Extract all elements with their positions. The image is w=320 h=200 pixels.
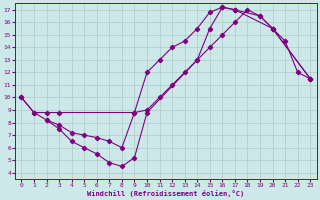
X-axis label: Windchill (Refroidissement éolien,°C): Windchill (Refroidissement éolien,°C)	[87, 190, 244, 197]
